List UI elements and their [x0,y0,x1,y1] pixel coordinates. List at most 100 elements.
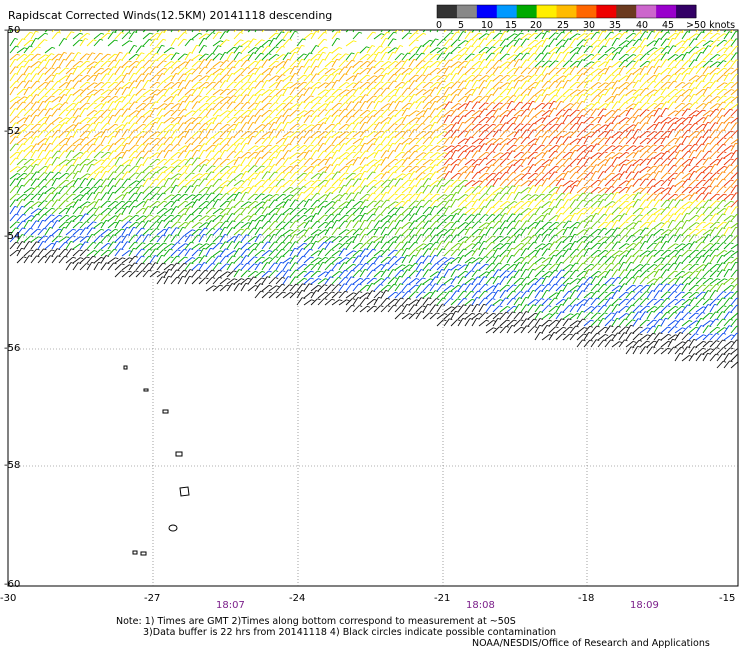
wind-barb [93,82,102,89]
wind-barb [163,256,171,264]
wind-barb-flag [155,178,159,181]
wind-barb [135,185,142,194]
wind-barb [170,60,178,68]
wind-barb-flag [142,88,146,91]
wind-barb [254,277,262,285]
wind-barb-flag [182,115,187,117]
wind-barb-flag [87,117,91,119]
wind-barb [72,65,78,75]
wind-barb-flag [37,130,41,132]
wind-barb [212,68,221,75]
wind-barb-flag [86,263,90,265]
wind-barb [198,186,207,194]
scale-swatch [576,5,597,18]
wind-barb-flag [232,171,236,174]
wind-barb-flag [15,235,20,237]
wind-barb [100,249,109,257]
wind-barb [9,131,18,138]
wind-barb-flag [101,96,105,98]
wind-barb-flag [162,38,167,41]
wind-barb [233,192,240,201]
wind-barb [44,171,51,180]
wind-barb [58,143,66,152]
wind-barb-flag [30,145,35,147]
wind-barb [37,248,44,257]
wind-barb [156,60,164,68]
wind-barb [142,143,149,152]
wind-barb-flag [99,213,103,216]
wind-barb-flag [261,39,265,42]
wind-barb [135,157,142,166]
wind-barb [16,166,25,173]
wind-barb [240,94,247,103]
wind-barb [72,115,79,124]
wind-barb [163,82,172,89]
wind-barb-flag [70,262,75,264]
wind-barb-flag [50,199,55,202]
wind-barb-flag [121,151,125,154]
wind-barb-flag [260,66,264,68]
wind-barb [30,193,38,201]
wind-barb [79,108,86,117]
wind-barb-flag [261,165,265,168]
wind-barb [58,172,67,180]
wind-barb-flag [114,81,118,84]
wind-barb-flag [23,60,27,63]
wind-barb [135,201,144,208]
wind-barb-flag [154,262,159,264]
wind-barb-flag [29,94,34,97]
wind-barb-flag [246,262,251,265]
wind-barb [135,115,143,124]
wind-barb [226,213,233,222]
wind-barb [149,46,157,54]
wind-barb-flag [149,123,153,125]
wind-barb [58,207,67,215]
wind-barb [149,242,158,250]
wind-barb [135,242,143,250]
wind-barb-flag [73,124,77,126]
wind-barb [184,101,190,110]
wind-barb-flag [162,185,166,188]
wind-barb [240,283,247,292]
wind-barb-flag [246,165,251,167]
wind-barb-flag [121,200,126,203]
wind-barb-flag [120,32,125,34]
wind-barb [275,30,278,33]
wind-barb [205,165,213,173]
wind-barb [205,247,211,257]
wind-barb-flag [136,180,140,183]
wind-barb [37,150,44,159]
wind-barb-flag [126,149,130,152]
wind-barb [86,192,93,201]
wind-barb-flag [156,201,161,203]
wind-barb-flag [148,53,153,55]
map-title: Rapidscat Corrected Winds(12.5KM) 201411… [8,9,333,22]
wind-barb-flag [225,241,229,244]
wind-barb-flag [86,53,90,56]
wind-barb [198,102,207,110]
wind-barb-flag [203,59,208,61]
wind-barb [93,151,101,159]
wind-barb [93,257,102,264]
wind-barb [254,88,263,96]
wind-barb [30,228,39,236]
wind-barb-flag [171,166,175,168]
wind-barb-flag [98,261,102,264]
wind-barb [142,206,149,215]
wind-barb-flag [128,270,132,273]
wind-barb-flag [224,234,228,236]
wind-barb [240,165,248,173]
wind-barb-flag [147,220,152,222]
wind-barb [212,157,220,166]
wind-barb [79,192,87,201]
wind-barb [79,123,88,131]
wind-speed-color-scale [436,4,697,19]
wind-barb [114,66,121,75]
wind-barb-flag [37,53,41,56]
wind-barb-flag [182,79,186,82]
wind-barb [37,207,45,215]
wind-barb [170,129,177,138]
wind-barb-flag [115,27,118,28]
wind-barb [30,158,39,166]
wind-barb [191,256,200,264]
